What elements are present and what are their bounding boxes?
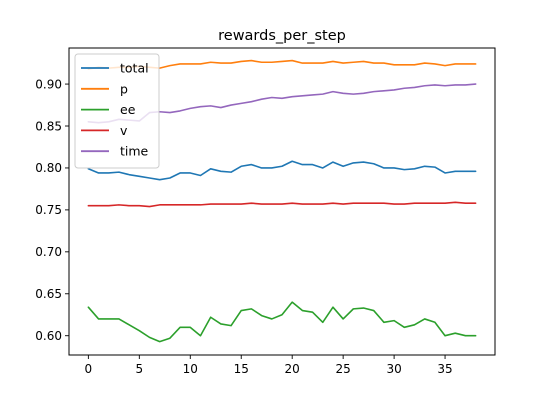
y-tick-label: 0.80 <box>35 161 62 175</box>
plot-frame <box>68 47 496 356</box>
y-tick-label: 0.70 <box>35 245 62 259</box>
series-line-ee <box>87 301 477 343</box>
x-axis: 0 5 10 15 20 25 30 35 <box>85 355 453 376</box>
x-tick-label: 10 <box>183 362 198 376</box>
y-tick-label: 0.90 <box>35 77 62 91</box>
x-tick-label: 0 <box>85 362 93 376</box>
y-tick-label: 0.65 <box>35 287 62 301</box>
series-line-total <box>87 160 477 181</box>
y-tick-label: 0.85 <box>35 119 62 133</box>
x-tick-label: 25 <box>336 362 351 376</box>
series-line-v <box>87 201 477 208</box>
legend-label-p: p <box>120 81 128 96</box>
y-tick-label: 0.60 <box>35 329 62 343</box>
y-axis: 0.60 0.65 0.70 0.75 0.80 0.85 0.90 <box>35 77 69 343</box>
x-tick-label: 15 <box>234 362 249 376</box>
legend: total p ee v time <box>74 53 160 169</box>
y-tick-label: 0.75 <box>35 203 62 217</box>
legend-label-v: v <box>120 123 128 138</box>
legend-label-total: total <box>120 61 149 76</box>
legend-box <box>74 53 160 169</box>
x-tick-label: 35 <box>437 362 452 376</box>
legend-label-time: time <box>120 144 149 159</box>
legend-label-ee: ee <box>120 102 136 117</box>
chart-title: rewards_per_step <box>218 28 346 44</box>
x-tick-label: 5 <box>136 362 144 376</box>
x-tick-label: 20 <box>285 362 300 376</box>
x-tick-label: 30 <box>386 362 401 376</box>
